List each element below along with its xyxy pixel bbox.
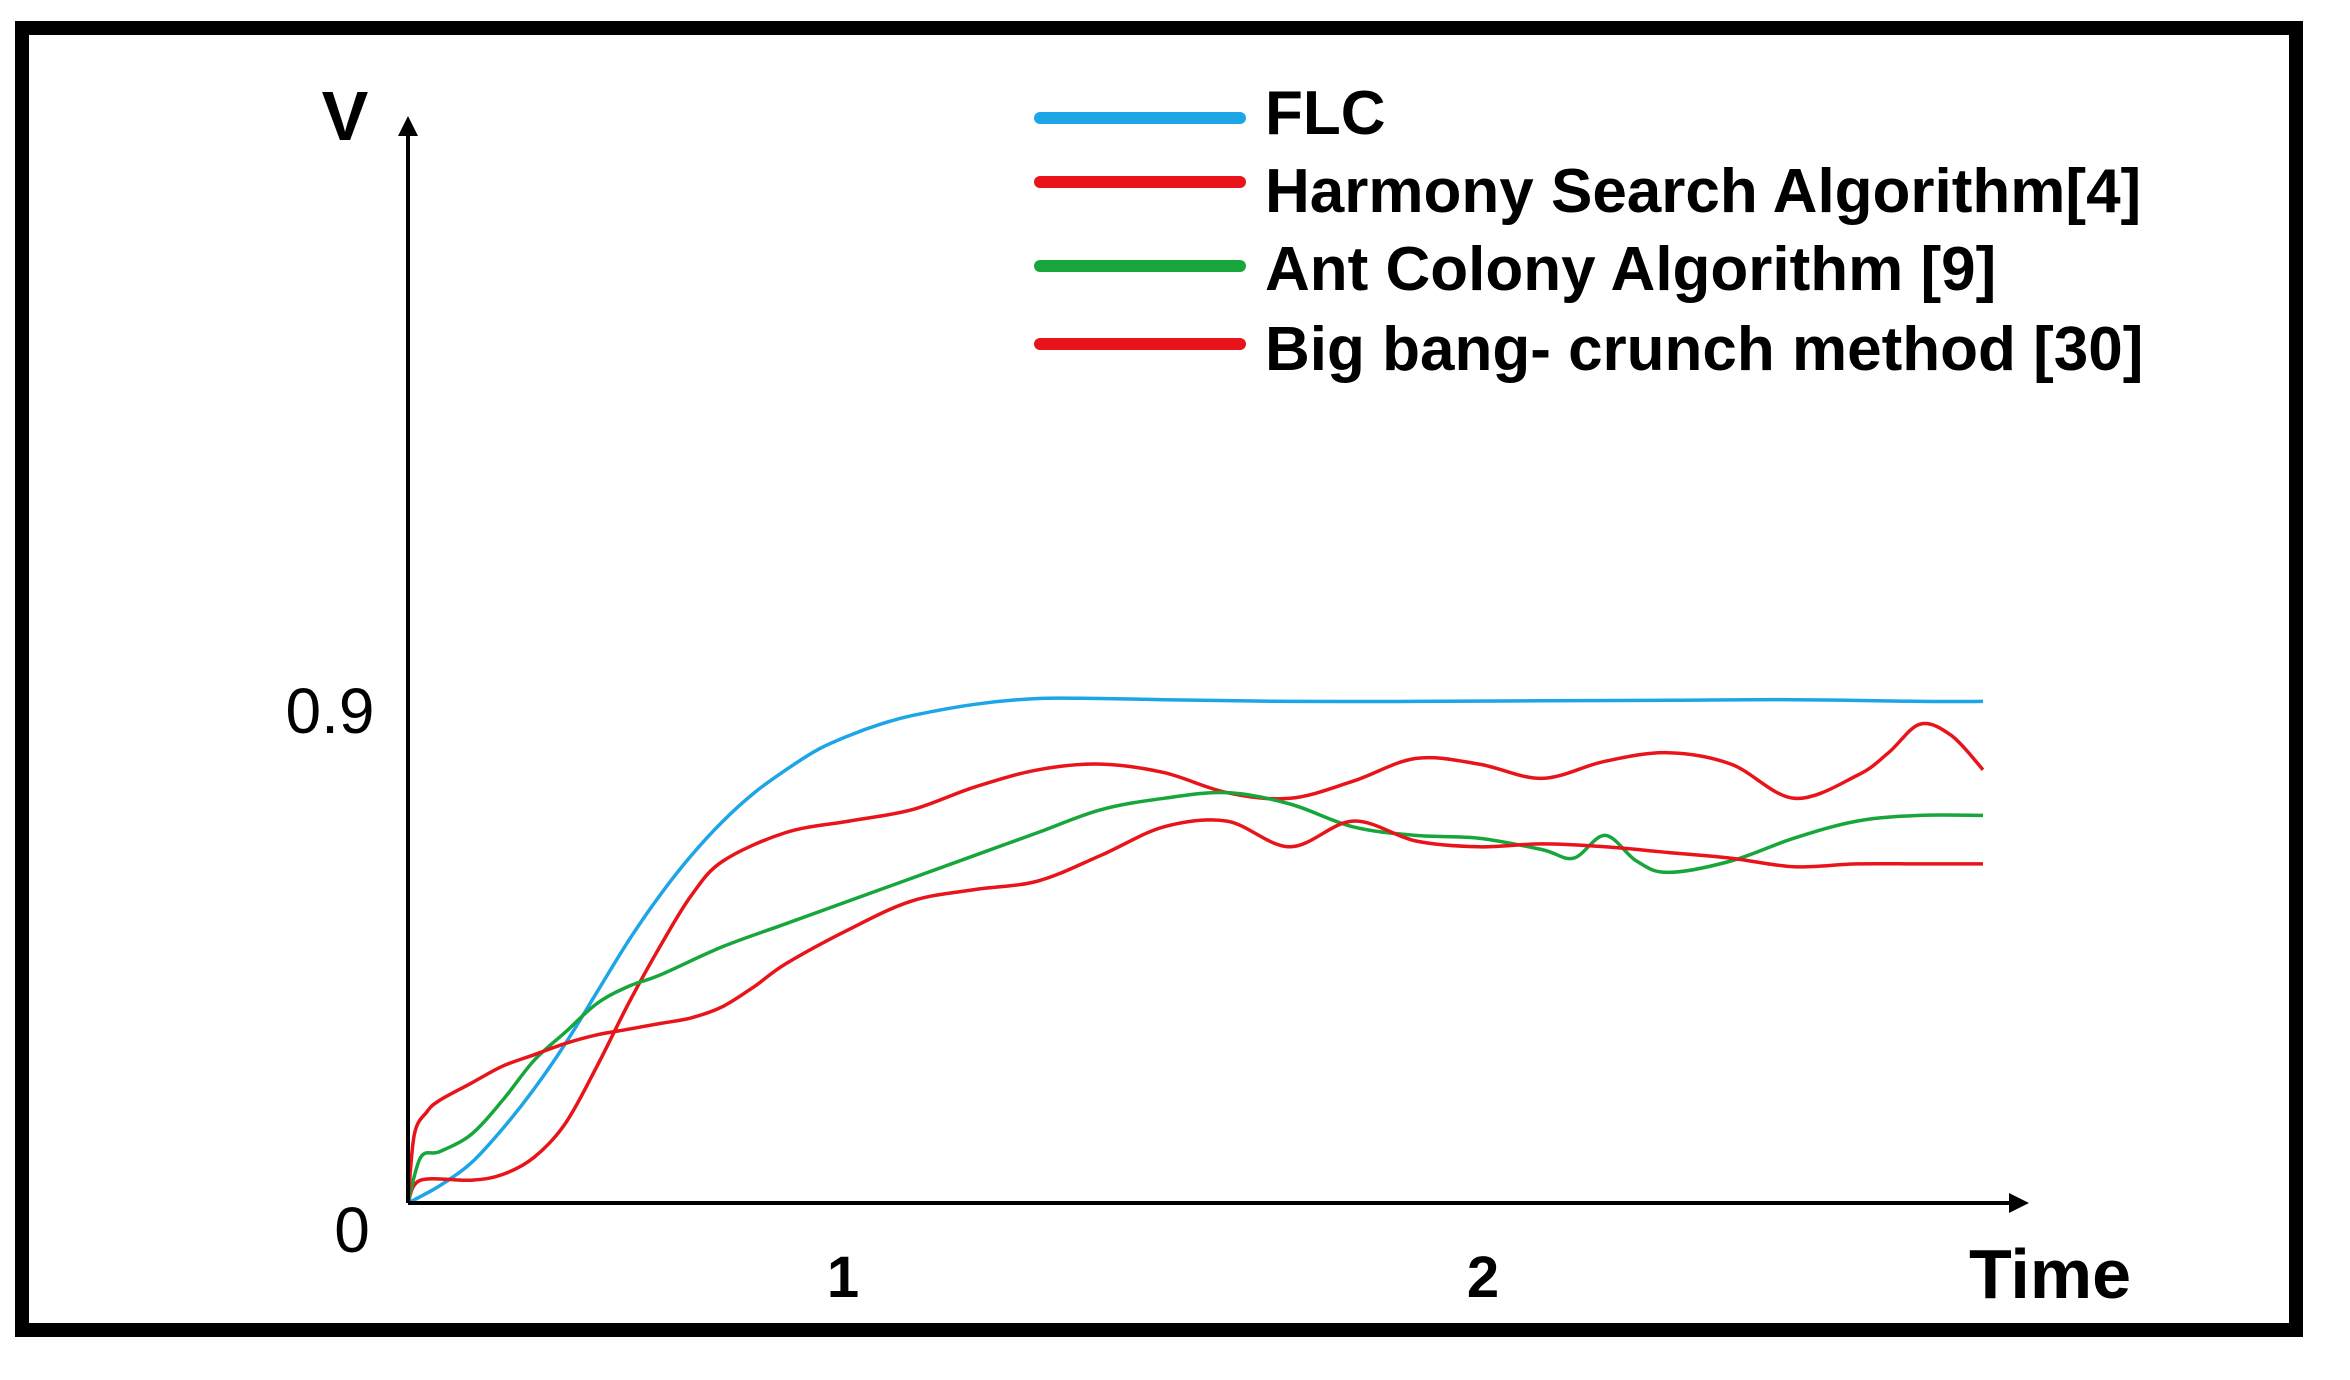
series-line-big-bang-crunch <box>406 818 1983 1204</box>
y-tick-label-0-9: 0.9 <box>286 675 375 747</box>
y-tick-label-0: 0 <box>334 1194 370 1266</box>
legend-label-ant-colony: Ant Colony Algorithm [9] <box>1265 235 1996 304</box>
x-axis-title: Time <box>1969 1235 2131 1313</box>
y-axis-title: V <box>322 77 369 155</box>
legend-label-harmony-search: Harmony Search Algorithm[4] <box>1265 157 2141 226</box>
series-line-harmony-search <box>406 721 1985 1204</box>
series-layer <box>406 696 1985 1205</box>
series-line-ant-colony <box>406 790 1984 1204</box>
legend-label-big-bang-crunch: Big bang- crunch method [30] <box>1265 315 2143 384</box>
legend-label-flc: FLC <box>1265 79 1386 148</box>
chart-frame <box>15 21 2303 1337</box>
legend: FLC Harmony Search Algorithm[4] Ant Colo… <box>1034 79 2143 384</box>
x-tick-label-1: 1 <box>827 1245 859 1310</box>
x-tick-label-2: 2 <box>1467 1245 1499 1310</box>
